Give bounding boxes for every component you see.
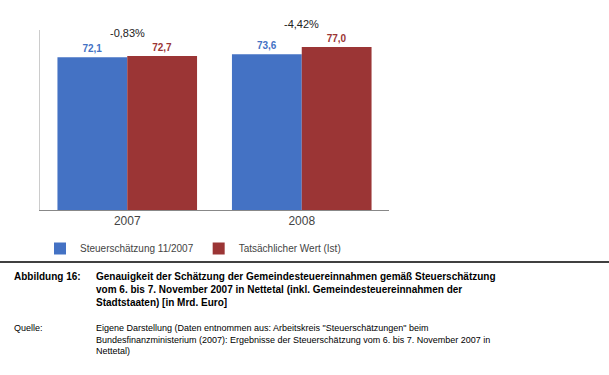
svg-text:2008: 2008 xyxy=(288,214,315,228)
svg-text:72,1: 72,1 xyxy=(82,43,102,54)
svg-text:73,6: 73,6 xyxy=(257,40,277,51)
svg-text:Abbildung 16:: Abbildung 16: xyxy=(14,271,81,282)
svg-text:Steuerschätzung 11/2007: Steuerschätzung 11/2007 xyxy=(80,243,194,254)
svg-text:Genauigkeit der Schätzung der: Genauigkeit der Schätzung der Gemeindest… xyxy=(96,271,496,308)
svg-text:-0,83%: -0,83% xyxy=(110,27,145,39)
svg-text:Tatsächlicher Wert (Ist): Tatsächlicher Wert (Ist) xyxy=(239,243,341,254)
svg-text:77,0: 77,0 xyxy=(327,33,347,44)
svg-text:-4,42%: -4,42% xyxy=(284,18,319,30)
svg-text:Quelle:: Quelle: xyxy=(14,323,43,333)
svg-text:2007: 2007 xyxy=(114,214,141,228)
svg-text:Eigene Darstellung (Daten entn: Eigene Darstellung (Daten entnommen aus:… xyxy=(96,323,490,356)
svg-text:72,7: 72,7 xyxy=(152,42,172,53)
